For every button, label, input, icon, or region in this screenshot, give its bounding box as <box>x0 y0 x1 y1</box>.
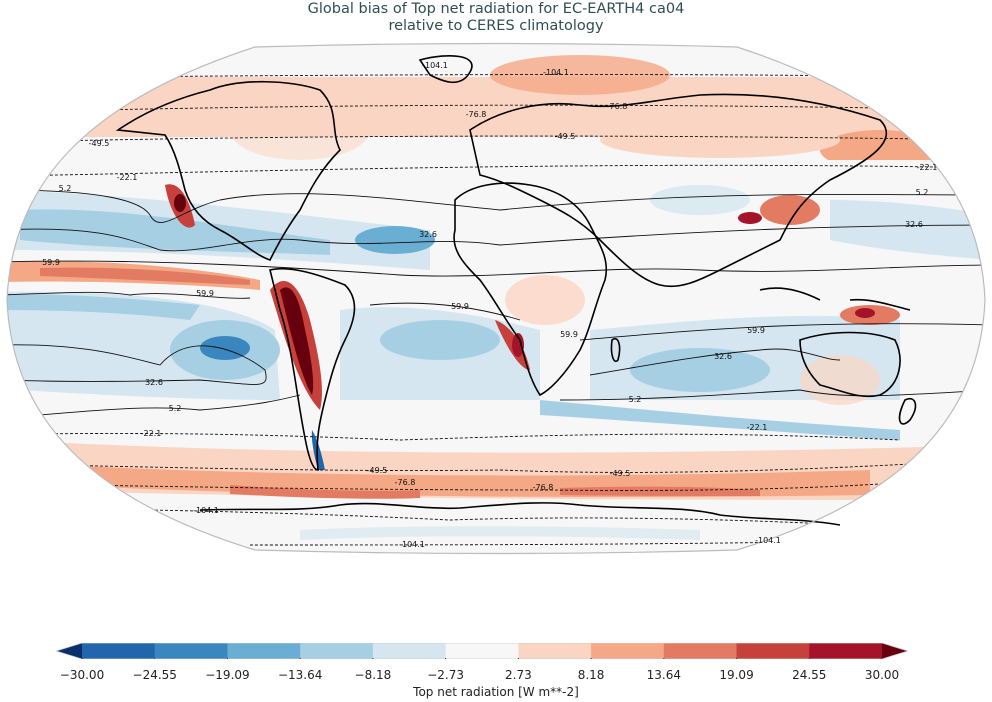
contour-label: 59.9 <box>747 326 765 335</box>
contour-label: -76.8 <box>466 110 487 119</box>
colorbar-segment <box>591 643 665 659</box>
contour-label: 59.9 <box>560 330 578 339</box>
colorbar-segment <box>82 643 156 659</box>
contour-label: 5.2 <box>169 404 182 413</box>
colorbar-segment <box>154 643 228 659</box>
contour-label: 59.9 <box>42 258 60 267</box>
colorbar-tick-label: −2.73 <box>427 668 465 682</box>
contour-label: -104.1 <box>422 61 448 70</box>
colorbar-segment <box>372 643 447 659</box>
colorbar-tick-label: 24.55 <box>792 668 827 682</box>
contour-label: -22.1 <box>141 429 162 438</box>
contour-label: -76.8 <box>395 478 416 487</box>
colorbar-ticks: −30.00 −24.55 −19.09 −13.64 −8.18 −2.73 2.73 8.… <box>0 668 992 684</box>
contour-label: -104.1 <box>193 506 219 515</box>
colorbar-tick-label: 13.64 <box>646 668 681 682</box>
contour-label: 5.2 <box>59 184 72 193</box>
contour-labels: -104.1 -104.1 -76.8 -76.8 -49.5 -49.5 -22.1 -22… <box>42 61 938 549</box>
contour-label: 32.6 <box>145 378 163 387</box>
contour-label: 5.2 <box>916 188 929 197</box>
colorbar-tick-label: −30.00 <box>59 668 105 682</box>
colorbar-segment <box>809 643 883 659</box>
contour-label: 59.9 <box>196 289 214 298</box>
contour-label: -49.5 <box>555 132 576 141</box>
contour-label: -76.8 <box>533 483 554 492</box>
colorbar-segment <box>518 643 592 659</box>
title-line-1: Global bias of Top net radiation for EC-… <box>307 1 685 17</box>
contour-label: -104.1 <box>399 540 425 549</box>
contour-label: -22.1 <box>117 173 138 182</box>
bias-field <box>7 43 985 554</box>
contour-label: -49.5 <box>367 466 388 475</box>
colorbar-segment <box>663 643 738 659</box>
robinson-map: -104.1 -104.1 -76.8 -76.8 -49.5 -49.5 -22.1 -22… <box>6 42 986 555</box>
contour-label: 32.6 <box>905 220 923 229</box>
map-boundary <box>6 42 986 555</box>
colorbar-tick-label: 30.00 <box>864 668 900 682</box>
colorbar-tick-label: −8.18 <box>354 668 392 682</box>
contour-label: -104.1 <box>755 536 781 545</box>
contour-label: -49.5 <box>610 469 631 478</box>
colorbar-segment <box>300 643 374 659</box>
colorbar-label: Top net radiation [W m**-2] <box>413 685 579 699</box>
title-line-2: relative to CERES climatology <box>388 18 604 34</box>
contour-label: 32.6 <box>419 230 437 239</box>
contour-label: 59.9 <box>451 302 469 311</box>
colorbar-segment <box>736 643 810 659</box>
colorbar-segment <box>445 643 519 659</box>
colorbar-tick-label: −13.64 <box>277 668 323 682</box>
contour-label: 32.6 <box>714 352 732 361</box>
colorbar-tick-label: 8.18 <box>577 668 605 682</box>
colorbar-tick-label: −19.09 <box>205 668 250 682</box>
colorbar-tick-label: −24.55 <box>132 668 177 682</box>
coastlines <box>115 54 917 526</box>
contour-label: -104.1 <box>543 68 569 77</box>
contour-label: -22.1 <box>747 423 768 432</box>
chart-title: Global bias of Top net radiation for EC-… <box>0 1 992 35</box>
colorbar-over-arrow <box>882 643 908 659</box>
contour-label: -76.8 <box>607 102 628 111</box>
contour-label: -49.5 <box>89 139 110 148</box>
contour-label: 5.2 <box>629 395 642 404</box>
colorbar-tick-label: 2.73 <box>505 668 532 682</box>
colorbar <box>56 643 908 659</box>
colorbar-segment <box>227 643 301 659</box>
map-panel: -104.1 -104.1 -76.8 -76.8 -49.5 -49.5 -22.1 -22… <box>0 40 992 560</box>
colorbar-tick-label: 19.09 <box>719 668 754 682</box>
colorbar-under-arrow <box>56 643 82 659</box>
contour-label: -22.1 <box>917 163 938 172</box>
